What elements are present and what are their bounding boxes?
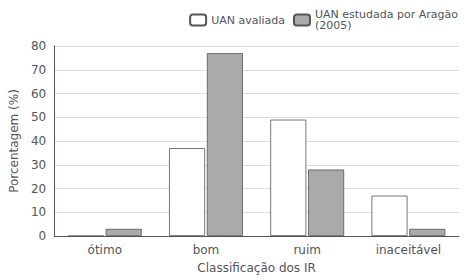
svg-text:ruim: ruim (293, 243, 321, 257)
svg-text:70: 70 (31, 63, 46, 77)
svg-text:40: 40 (31, 134, 46, 148)
svg-text:UAN estudada por Aragão: UAN estudada por Aragão (315, 8, 458, 21)
svg-text:10: 10 (31, 205, 46, 219)
svg-text:inaceitável: inaceitável (376, 243, 441, 257)
svg-text:bom: bom (193, 243, 220, 257)
svg-text:Porcentagem (%): Porcentagem (%) (7, 89, 21, 193)
svg-text:ótimo: ótimo (88, 243, 122, 257)
svg-text:80: 80 (31, 39, 46, 53)
svg-text:0: 0 (39, 229, 47, 243)
svg-text:30: 30 (31, 158, 46, 172)
svg-text:(2005): (2005) (315, 19, 352, 32)
svg-text:60: 60 (31, 87, 46, 101)
svg-text:Classificação dos IR: Classificação dos IR (197, 261, 315, 275)
svg-text:20: 20 (31, 182, 46, 196)
svg-text:UAN avaliada: UAN avaliada (211, 14, 285, 27)
svg-text:50: 50 (31, 110, 46, 124)
